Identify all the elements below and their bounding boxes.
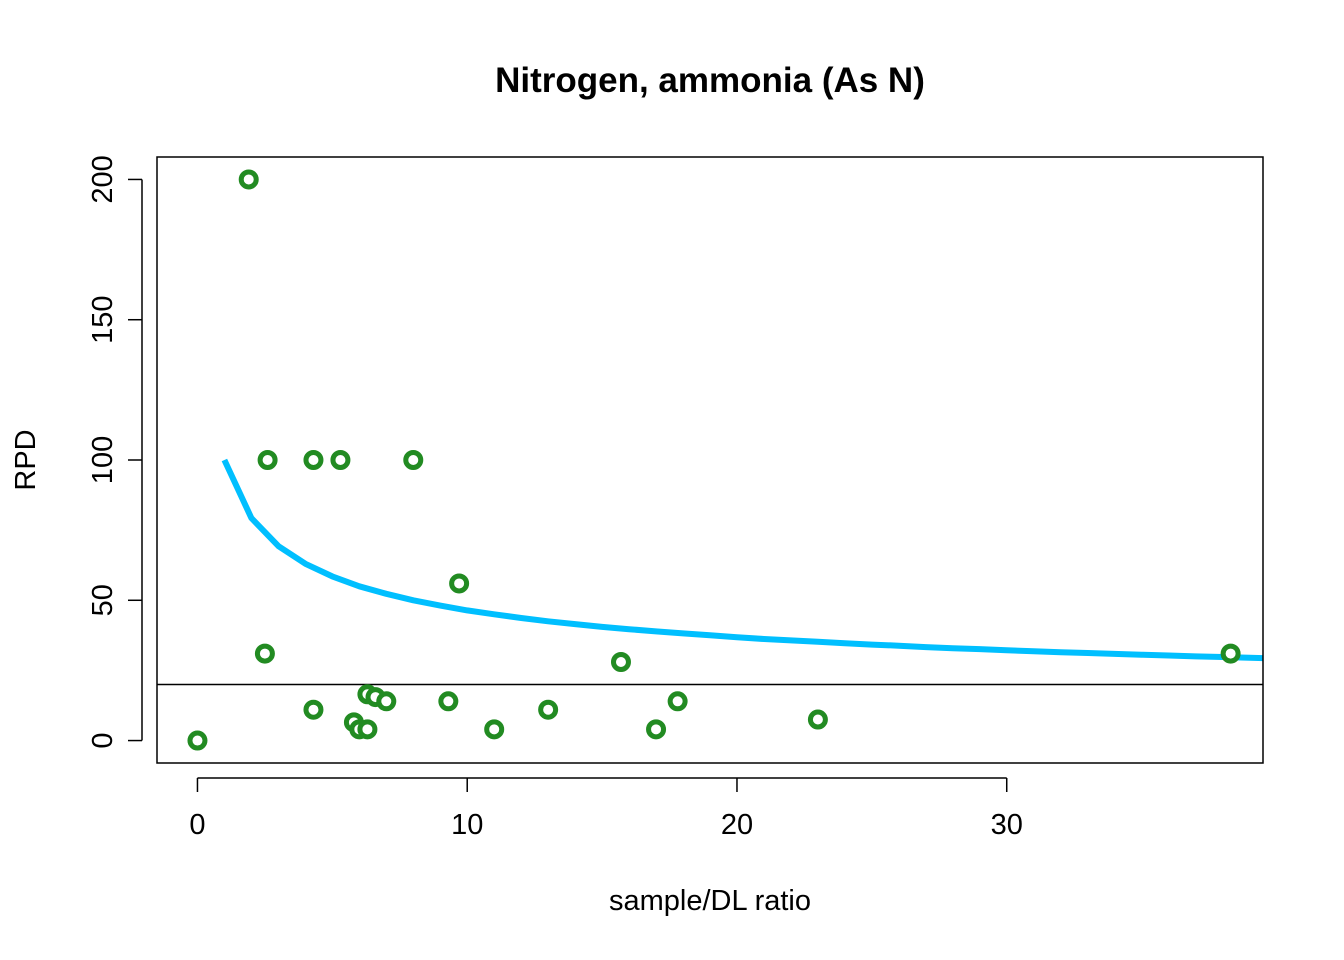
x-tick-label: 10 (451, 809, 483, 841)
y-tick-label: 50 (87, 584, 119, 616)
data-point (254, 643, 275, 664)
x-tick-label: 0 (189, 809, 205, 841)
y-tick-label: 0 (87, 732, 119, 748)
data-point (438, 691, 459, 712)
y-tick-label: 150 (87, 296, 119, 344)
data-point (257, 450, 278, 470)
y-axis: 0 50 100 150 200 (87, 155, 143, 749)
data-point (303, 450, 324, 470)
data-point (449, 573, 470, 594)
data-point (238, 169, 259, 190)
trend-curve (221, 458, 1264, 662)
data-point (1220, 643, 1241, 664)
data-point (610, 652, 631, 672)
chart-title: Nitrogen, ammonia (As N) (495, 61, 925, 100)
data-point (538, 699, 559, 720)
plot-frame (156, 156, 1264, 764)
y-axis-label: RPD (10, 429, 42, 490)
data-point (187, 730, 208, 751)
data-point (303, 699, 324, 720)
trend-curve-layer (221, 458, 1264, 662)
data-point (807, 709, 828, 730)
data-point (330, 450, 351, 470)
data-point (484, 719, 505, 740)
data-point (646, 719, 667, 740)
x-axis: 0 10 20 30 (189, 777, 1023, 841)
x-axis-label: sample/DL ratio (609, 885, 811, 917)
y-tick-label: 200 (87, 155, 119, 203)
x-tick-label: 20 (721, 809, 753, 841)
data-points-layer (187, 169, 1241, 751)
data-point (376, 691, 397, 712)
data-point (667, 691, 688, 712)
x-tick-label: 30 (991, 809, 1023, 841)
data-point (403, 450, 424, 470)
data-point (357, 719, 378, 740)
y-tick-label: 100 (87, 436, 119, 484)
